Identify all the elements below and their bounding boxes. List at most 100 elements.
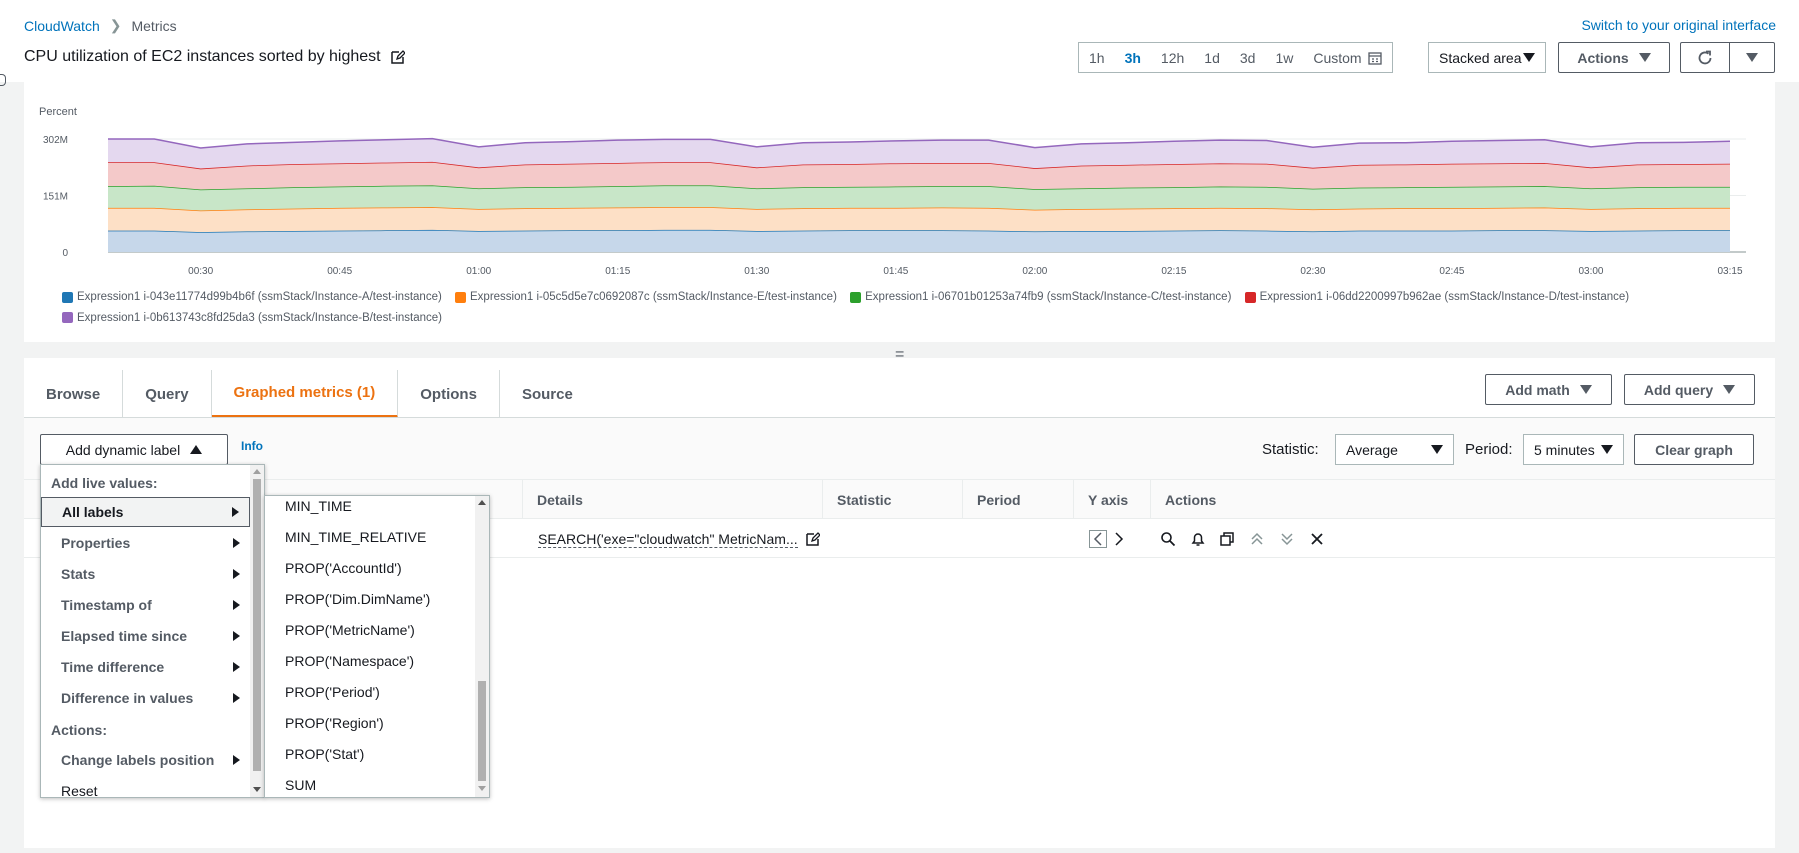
column-header-statistic[interactable]: Statistic bbox=[822, 480, 891, 519]
caret-down-icon bbox=[1579, 385, 1592, 394]
line-series-5[interactable] bbox=[108, 137, 1731, 149]
caret-down-icon bbox=[1601, 445, 1613, 454]
time-range-3h[interactable]: 3h bbox=[1124, 49, 1141, 66]
info-link[interactable]: Info bbox=[241, 439, 263, 453]
menu-item-reset[interactable]: Reset bbox=[41, 776, 250, 797]
legend-item[interactable]: Expression1 i-06dd2200997b962ae (ssmStac… bbox=[1244, 288, 1630, 306]
menu-item-label: Properties bbox=[61, 535, 131, 551]
edit-icon[interactable] bbox=[390, 50, 405, 64]
menu-item-label: Time difference bbox=[61, 659, 165, 675]
time-range-custom[interactable]: Custom bbox=[1303, 50, 1391, 66]
legend-label: Expression1 i-06701b01253a74fb9 (ssmStac… bbox=[865, 291, 1232, 303]
legend-label: Expression1 i-06dd2200997b962ae (ssmStac… bbox=[1259, 291, 1630, 303]
chart-type-select[interactable]: Stacked area bbox=[1428, 42, 1546, 73]
caret-right-icon bbox=[233, 569, 240, 579]
legend-item[interactable]: Expression1 i-043e11774d99b4b6f (ssmStac… bbox=[62, 288, 442, 306]
time-range-3d[interactable]: 3d bbox=[1239, 49, 1256, 66]
menu-scrollbar[interactable] bbox=[250, 465, 264, 797]
scroll-up-icon[interactable] bbox=[478, 500, 486, 505]
submenu-item[interactable]: PROP('Namespace') bbox=[285, 653, 415, 669]
menu-item-timestamp-of[interactable]: Timestamp of bbox=[41, 590, 250, 620]
y-axis-right-icon[interactable] bbox=[1110, 530, 1128, 548]
submenu-item[interactable]: PROP('AccountId') bbox=[285, 560, 402, 576]
stacked-area-chart: Percent 00:30 00:45 01:00 01:15 01:30 01:45 02… bbox=[39, 106, 1746, 277]
menu-item-change-labels-position[interactable]: Change labels position bbox=[41, 745, 250, 775]
submenu-item[interactable]: PROP('Region') bbox=[285, 715, 384, 731]
actions-button[interactable]: Actions bbox=[1558, 42, 1670, 73]
refresh-button[interactable] bbox=[1680, 42, 1730, 73]
submenu-item[interactable]: SUM bbox=[285, 777, 317, 793]
submenu-scrollbar[interactable] bbox=[475, 496, 489, 797]
legend-item[interactable]: Expression1 i-0b613743c8fd25da3 (ssmStac… bbox=[62, 309, 442, 327]
refresh-options-button[interactable] bbox=[1729, 42, 1775, 73]
all-labels-submenu: MIN_TIME MIN_TIME_RELATIVE PROP('Account… bbox=[264, 495, 490, 798]
add-dynamic-label-button[interactable]: Add dynamic label bbox=[40, 434, 228, 465]
menu-item-stats[interactable]: Stats bbox=[41, 559, 250, 589]
caret-right-icon bbox=[233, 631, 240, 641]
tab-browse[interactable]: Browse bbox=[24, 370, 124, 418]
legend-swatch bbox=[1244, 291, 1256, 303]
add-query-button[interactable]: Add query bbox=[1624, 374, 1755, 405]
scroll-down-icon[interactable] bbox=[478, 786, 486, 791]
breadcrumb-cloudwatch-link[interactable]: CloudWatch bbox=[24, 17, 100, 34]
statistic-select[interactable]: Average bbox=[1335, 434, 1454, 465]
period-select[interactable]: 5 minutes bbox=[1523, 434, 1624, 465]
y-axis-left-icon[interactable] bbox=[1089, 530, 1107, 548]
switch-interface-link[interactable]: Switch to your original interface bbox=[1581, 17, 1776, 33]
menu-item-elapsed-time[interactable]: Elapsed time since bbox=[41, 621, 250, 651]
submenu-item[interactable]: MIN_TIME bbox=[285, 498, 352, 514]
time-range-1h[interactable]: 1h bbox=[1089, 49, 1105, 66]
statistic-value: Average bbox=[1346, 441, 1398, 458]
legend-item[interactable]: Expression1 i-06701b01253a74fb9 (ssmStac… bbox=[850, 288, 1231, 306]
submenu-item[interactable]: PROP('Dim.DimName') bbox=[285, 591, 431, 607]
menu-item-difference-in-values[interactable]: Difference in values bbox=[41, 683, 250, 713]
time-range-1w[interactable]: 1w bbox=[1275, 49, 1294, 66]
row-details-expression[interactable]: SEARCH('exe="cloudwatch" MetricNam... bbox=[538, 531, 798, 548]
time-range-12h[interactable]: 12h bbox=[1160, 49, 1185, 66]
edit-icon[interactable] bbox=[804, 530, 822, 548]
clear-graph-label: Clear graph bbox=[1655, 441, 1733, 458]
add-math-button[interactable]: Add math bbox=[1485, 374, 1612, 405]
tab-graphed-metrics[interactable]: Graphed metrics (1) bbox=[211, 370, 399, 418]
tab-source[interactable]: Source bbox=[521, 385, 573, 403]
submenu-item[interactable]: PROP('Stat') bbox=[285, 746, 365, 762]
duplicate-icon[interactable] bbox=[1218, 530, 1236, 548]
menu-item-all-labels[interactable]: All labels bbox=[41, 497, 250, 527]
menu-item-time-difference[interactable]: Time difference bbox=[41, 652, 250, 682]
side-panel-toggle-icon[interactable] bbox=[0, 74, 6, 86]
statistic-label: Statistic: bbox=[1262, 441, 1319, 458]
column-header-actions[interactable]: Actions bbox=[1150, 480, 1216, 519]
tab-query[interactable]: Query bbox=[123, 370, 212, 418]
tab-options[interactable]: Options bbox=[398, 370, 500, 418]
scroll-down-icon[interactable] bbox=[253, 787, 261, 792]
move-down-icon[interactable] bbox=[1278, 530, 1296, 548]
calendar-icon bbox=[1367, 51, 1382, 65]
clear-graph-button[interactable]: Clear graph bbox=[1634, 434, 1754, 465]
tabs-divider bbox=[24, 417, 1775, 418]
menu-item-properties[interactable]: Properties bbox=[41, 528, 250, 558]
column-header-y-axis[interactable]: Y axis bbox=[1073, 480, 1128, 519]
time-range-selector: 1h 3h 12h 1d 3d 1w Custom bbox=[1078, 42, 1393, 73]
search-icon[interactable] bbox=[1159, 530, 1177, 548]
caret-right-icon bbox=[233, 600, 240, 610]
line-series-2[interactable] bbox=[108, 206, 1730, 212]
column-header-details[interactable]: Details bbox=[522, 480, 583, 519]
scrollbar-thumb[interactable] bbox=[253, 479, 261, 771]
alarm-bell-icon[interactable] bbox=[1189, 530, 1207, 548]
legend-item[interactable]: Expression1 i-05c5d5e7c0692087c (ssmStac… bbox=[455, 288, 837, 306]
resize-handle-icon[interactable]: = bbox=[895, 346, 905, 363]
submenu-item[interactable]: PROP('MetricName') bbox=[285, 622, 415, 638]
x-tick-label: 01:00 bbox=[466, 266, 491, 277]
time-range-1d[interactable]: 1d bbox=[1204, 49, 1220, 66]
column-header-period[interactable]: Period bbox=[962, 480, 1021, 519]
caret-right-icon bbox=[233, 662, 240, 672]
y-tick-label: 302M bbox=[43, 135, 68, 146]
submenu-item[interactable]: PROP('Period') bbox=[285, 684, 380, 700]
scrollbar-thumb[interactable] bbox=[478, 681, 486, 781]
close-icon[interactable] bbox=[1308, 530, 1326, 548]
submenu-item[interactable]: MIN_TIME_RELATIVE bbox=[285, 529, 427, 545]
caret-right-icon bbox=[233, 538, 240, 548]
chevron-right-icon: ❯ bbox=[109, 17, 122, 33]
scroll-up-icon[interactable] bbox=[253, 469, 261, 474]
move-up-icon[interactable] bbox=[1248, 530, 1266, 548]
